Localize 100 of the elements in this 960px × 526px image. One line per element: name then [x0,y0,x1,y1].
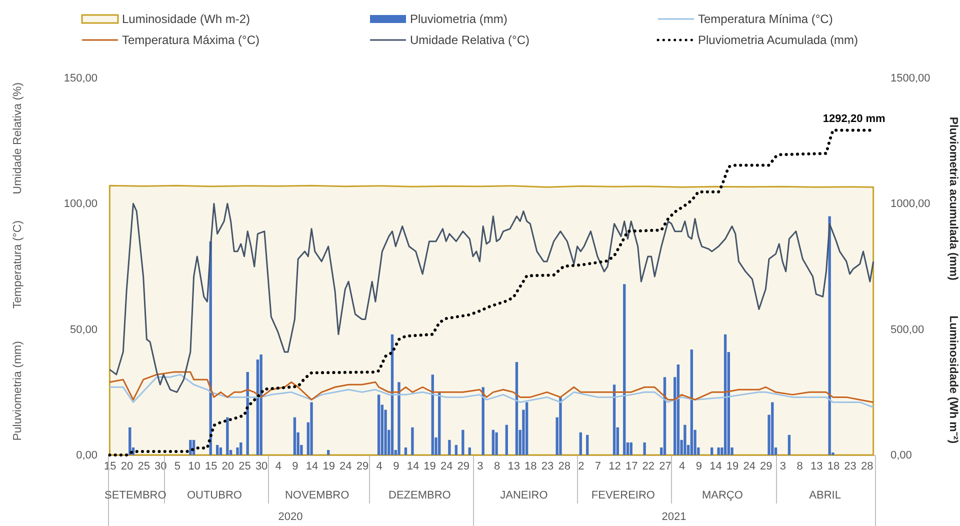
y2-tick-label: 1000,00 [890,198,930,210]
bar [690,349,694,455]
x-tick-label: 4 [376,460,382,472]
y2-tick-label: 0,00 [890,450,912,462]
text: 2021 [662,511,686,523]
text: Puluviometria (mm) [12,341,24,441]
x-tick-label: 28 [558,460,570,472]
y2-tick-label: 1500,00 [890,72,930,84]
x2-tick-label: MARÇO [702,490,744,502]
bar [216,444,219,455]
x-tick-label: 20 [222,460,234,472]
x-tick-label: 10 [188,460,200,472]
bar [219,447,222,455]
text: Pluviometria acumulada (mm) [947,116,959,280]
x-tick-label: 23 [844,460,856,472]
text: Umidade Relativa (%) [12,82,24,194]
x-tick-label: 14 [710,460,722,472]
x-tick-label: 29 [356,460,369,472]
x-tick-label: 8 [494,460,500,472]
bar [559,397,562,455]
bar [293,417,296,455]
x-tick-label: 30 [255,460,268,472]
x-tick-label: 28 [860,460,874,472]
x-tick-label: 22 [642,460,655,472]
legend-label: Temperatura Máxima (°C) [122,33,260,47]
x-tick-label: 3 [477,460,484,472]
x-tick-label: 7 [594,460,602,472]
bar [630,442,632,455]
annotation: 1292,20 mm [822,113,886,126]
bar [586,434,589,455]
bar [468,447,471,455]
bar [189,440,192,455]
bar [771,402,774,455]
x-tick-label: 18 [524,460,537,472]
bar [462,430,464,455]
bar [377,394,380,455]
bar [454,444,458,455]
legend-label: Temperatura Mínima (°C) [698,12,833,26]
x2-tick-label: NOVEMBRO [284,490,350,502]
bar [240,442,242,455]
x-tick-label: 4 [275,460,282,472]
text: 2020 [278,511,303,523]
x-tick-label: 24 [340,460,352,472]
bar [226,417,229,455]
y-tick-label: 50,00 [70,324,98,336]
bar [623,284,626,455]
bar [260,354,262,455]
x-tick-label: 13 [508,460,520,472]
x-tick-label: 18 [827,460,840,472]
x-tick-label: 25 [238,460,251,472]
bar [310,402,313,455]
legend-label: Pluviometria Acumulada (mm) [698,33,858,47]
x-tick-label: 25 [138,460,150,472]
line-series [108,374,874,408]
line-series [108,202,874,393]
bar [828,216,831,455]
x2-tick-label: JANEIRO [500,490,548,502]
bar [404,447,408,455]
legend-label: Umidade Relativa (°C) [410,33,530,47]
x-tick-label: 19 [322,460,335,472]
legend-label: Luminosidade (Wh m-2) [122,12,250,26]
x-tick-label: 12 [608,460,621,472]
x2-tick-label: FEVEREIRO [591,490,656,502]
x-tick-label: 15 [204,460,218,472]
y2-tick-label: 500,00 [890,324,924,336]
x2-tick-label: SETEMBRO [104,490,167,502]
x2-tick-label: ABRIL [809,490,841,502]
bar [327,450,330,455]
bar [717,447,720,455]
x-tick-label: 19 [424,460,436,472]
text: Temperatura (°C) [12,220,24,309]
bar [411,427,414,455]
x-tick-label: 29 [760,460,772,472]
bar [495,432,498,455]
bar [684,424,686,455]
x-tick-label: 27 [659,460,672,472]
x-tick-label: 9 [292,460,298,472]
bar [724,334,727,455]
bar [505,424,508,455]
x-tick-label: 20 [120,460,134,472]
x2-tick-label: DEZEMBRO [388,490,452,502]
x-tick-label: 24 [440,460,453,472]
x-tick-label: 9 [696,460,702,472]
x-tick-label: 9 [393,460,400,472]
bar [579,432,582,455]
x-tick-label: 24 [743,460,756,472]
x-tick-label: 19 [726,460,739,472]
x-tick-label: 3 [780,460,786,472]
text: Luminosidade (Wh m⁻²) [947,316,959,444]
x-tick-label: 15 [104,460,116,472]
x-tick-label: 13 [810,460,823,472]
bar [448,440,451,455]
x2-tick-label: OUTUBRO [186,490,242,502]
x-tick-label: 5 [174,460,181,472]
line-series [108,371,874,403]
bar [788,434,791,455]
bar [398,382,400,455]
bar [643,442,646,455]
y-tick-label: 150,00 [64,72,98,84]
x-tick-label: 29 [457,460,470,472]
